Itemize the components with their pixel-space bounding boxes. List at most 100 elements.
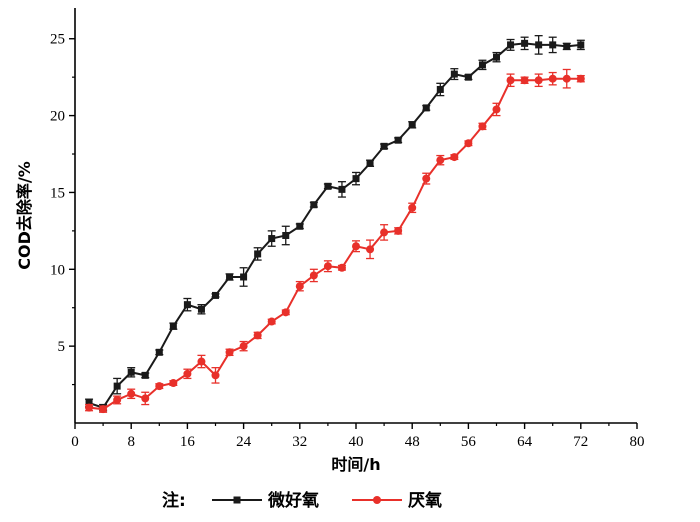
y-axis-title: COD去除率/% [15,161,34,270]
data-point [85,403,94,412]
x-tick-label: 16 [180,434,196,450]
series-line [88,77,581,411]
x-tick-label: 56 [461,434,477,450]
data-point [141,394,150,403]
data-point [127,389,136,398]
x-tick-label: 40 [349,434,364,450]
data-point [352,242,360,251]
data-point [380,228,389,237]
data-point [549,41,557,49]
axes [74,8,637,424]
series-1 [85,35,585,412]
data-point [113,382,121,390]
data-point [169,379,178,388]
data-point [562,74,571,83]
series-layer [85,35,585,414]
data-point [254,250,262,258]
data-point [240,273,248,281]
data-point [85,399,93,407]
data-point [394,226,403,235]
data-point [548,74,557,83]
legend-marker [233,496,241,504]
data-point [492,105,501,114]
x-tick-label: 32 [292,434,307,450]
y-tick-label: 20 [50,109,65,125]
x-tick-label: 8 [127,434,135,450]
data-point [521,39,529,47]
data-point [422,174,431,183]
data-point [212,291,219,299]
x-tick-label: 48 [405,434,420,450]
data-point [296,222,304,230]
legend-items: 微好氧 厌氧 [212,490,442,511]
legend-item-1: 微好氧 [212,490,319,511]
data-point [493,53,500,61]
data-point [366,159,374,167]
data-point [338,185,346,193]
y-tick-label: 5 [58,339,66,355]
legend-label: 微好氧 [267,490,319,511]
data-point [267,317,276,326]
data-point [309,271,318,280]
x-tick-label: 80 [630,434,645,450]
data-point [478,122,487,131]
data-point [183,301,191,309]
data-point [507,41,515,49]
data-point [211,371,220,380]
data-point [576,74,585,83]
data-point [450,70,458,78]
data-point [141,371,149,379]
series-2 [85,68,585,414]
x-tick-label: 64 [517,434,533,450]
data-point [155,348,163,356]
data-point [520,76,529,85]
data-point [127,368,135,376]
data-point [324,182,332,190]
x-tick-label: 24 [236,434,252,450]
data-point [366,245,375,254]
data-point [408,203,417,212]
data-point [478,61,486,69]
data-point [394,136,402,144]
legend: 注: 微好氧 厌氧 [162,490,442,511]
data-point [281,308,290,317]
data-point [534,76,543,85]
legend-item-2: 厌氧 [352,490,442,511]
legend-label: 厌氧 [408,490,442,511]
data-point [450,153,459,162]
x-tick-label: 0 [71,434,79,450]
data-point [422,104,430,112]
data-point [310,201,318,209]
data-point [352,175,360,183]
data-point [563,42,571,50]
data-point [436,85,444,93]
x-tick-label: 72 [573,434,588,450]
series-line [88,42,581,409]
data-point [226,273,234,281]
data-point [197,357,206,366]
data-point [183,369,192,378]
y-tick-label: 15 [50,185,65,201]
legend-marker [373,496,381,504]
data-point [535,41,543,49]
data-point [577,41,585,49]
data-point [239,342,248,351]
data-point [464,73,472,81]
data-point [155,382,164,391]
data-point [169,322,177,330]
data-point [337,263,346,272]
data-point [253,331,262,340]
ticks: 0 8 16 24 32 40 48 56 64 72 80 5 10 15 20 25 [50,32,645,450]
y-tick-label: 25 [50,32,65,48]
data-point [380,142,388,150]
data-point [197,305,205,313]
data-point [436,156,445,165]
y-tick-label: 10 [50,262,65,278]
data-point [268,235,276,243]
data-point [99,405,108,414]
data-point [295,282,304,291]
data-point [408,121,416,129]
data-point [506,76,515,85]
data-point [323,262,332,271]
